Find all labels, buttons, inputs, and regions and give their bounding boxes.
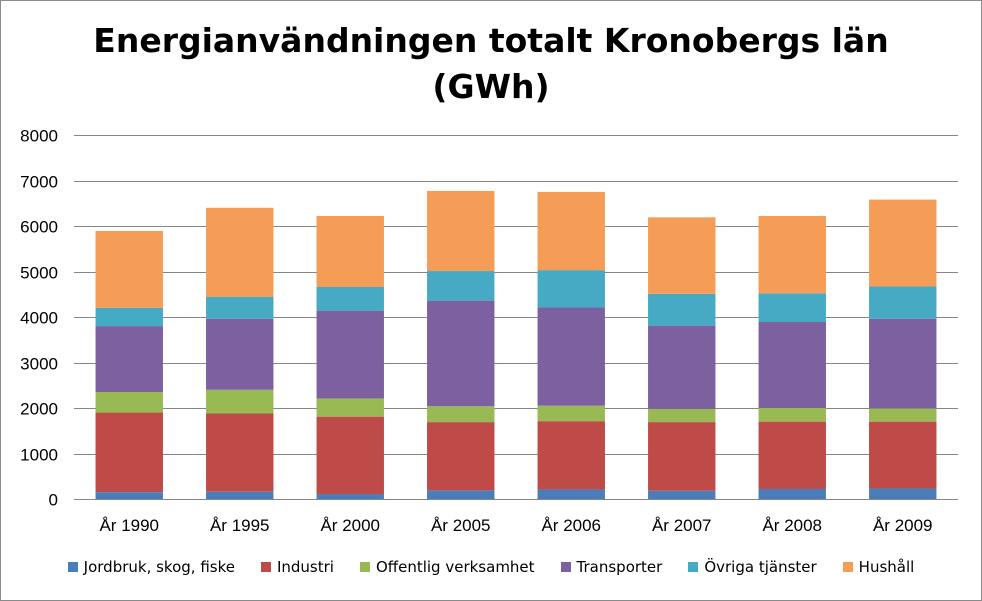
bar-segment (869, 488, 937, 499)
chart-title-line-1: Energianvändningen totalt Kronobergs län (93, 21, 889, 60)
bar-segment (427, 300, 495, 407)
bar-segment (95, 231, 163, 308)
y-tick-label: 6000 (20, 218, 58, 237)
bar-stack (206, 207, 274, 499)
legend-swatch (688, 562, 699, 572)
bar-segment (206, 207, 274, 297)
legend-label: Transporter (576, 558, 663, 576)
bar-segment (537, 421, 605, 490)
bar-segment (206, 413, 274, 492)
legend-item: Hushåll (842, 558, 915, 576)
x-axis: År 1990 År 1995 År 2000 År 2005 År 2006 År 20… (74, 499, 958, 535)
bar-segment (316, 493, 384, 499)
bar-segment (758, 421, 826, 489)
y-tick-label: 8000 (20, 127, 58, 146)
legend-swatch (359, 562, 370, 572)
y-tick-label: 2000 (20, 400, 58, 419)
bar-segment (869, 408, 937, 422)
bar-segment (537, 270, 605, 308)
bar-segment (206, 491, 274, 499)
legend-label: Offentlig verksamhet (375, 558, 535, 576)
legend-label: Övriga tjänster (704, 558, 817, 576)
bar-stack (427, 190, 495, 499)
bar-segment (648, 293, 716, 326)
bar-segment (758, 293, 826, 323)
bar-segment (869, 318, 937, 409)
bar-segment (758, 488, 826, 499)
y-tick-label: 7000 (20, 173, 58, 192)
x-tick-label: År 2007 (652, 516, 712, 535)
bar-segment (758, 408, 826, 422)
legend-swatch (560, 562, 571, 572)
bar-stack (648, 217, 716, 499)
bar-segment (869, 199, 937, 287)
legend-swatch (260, 562, 271, 572)
bar-segment (427, 422, 495, 491)
bar-segment (758, 322, 826, 408)
legend-item: Offentlig verksamhet (359, 558, 535, 576)
bar-segment (316, 398, 384, 417)
x-tick-label: År 2005 (431, 516, 491, 535)
x-tick-label: År 2000 (320, 516, 380, 535)
x-tick-label: År 2008 (762, 516, 822, 535)
legend-swatch (67, 562, 78, 572)
bar-segment (206, 389, 274, 414)
bar-segment (648, 217, 716, 294)
bar-segment (869, 421, 937, 489)
bar-segment (316, 310, 384, 399)
y-tick-label: 0 (49, 491, 58, 510)
bar-segment (648, 422, 716, 491)
bar-segment (95, 392, 163, 413)
legend-label: Jordbruk, skog, fiske (83, 558, 235, 576)
bar-segment (537, 191, 605, 271)
bar-segment (316, 286, 384, 311)
bar-segment (206, 296, 274, 319)
bar-segment (537, 489, 605, 499)
bar-segment (758, 215, 826, 294)
legend-label: Hushåll (858, 558, 915, 576)
legend-item: Övriga tjänster (688, 558, 817, 576)
bar-segment (648, 408, 716, 423)
y-axis: 0 1000 2000 3000 4000 5000 6000 7000 8000 (20, 127, 58, 510)
legend-item: Industri (260, 558, 334, 576)
x-tick-label: År 2006 (541, 516, 601, 535)
y-tick-label: 5000 (20, 264, 58, 283)
bar-segment (206, 318, 274, 390)
bar-segment (427, 271, 495, 301)
legend: Jordbruk, skog, fiske Industri Offentlig v… (0, 558, 982, 576)
bar-segment (427, 490, 495, 499)
bar-segment (95, 492, 163, 499)
bar-segment (316, 416, 384, 494)
bar-segment (95, 326, 163, 393)
legend-swatch (842, 562, 853, 572)
bar-stack (316, 215, 384, 499)
bar-segment (427, 190, 495, 272)
legend-item: Transporter (560, 558, 663, 576)
bar-segment (316, 215, 384, 287)
bar-segment (95, 307, 163, 327)
y-tick-label: 1000 (20, 446, 58, 465)
bar-stack (758, 215, 826, 499)
y-tick-label: 4000 (20, 309, 58, 328)
chart-title-line-2: (GWh) (432, 67, 550, 106)
bar-segment (537, 307, 605, 406)
bar-segment (648, 490, 716, 499)
x-tick-label: År 2009 (873, 516, 933, 535)
y-tick-label: 3000 (20, 355, 58, 374)
bar-stack (95, 231, 163, 499)
bar-segment (648, 325, 716, 409)
chart-title: Energianvändningen totalt Kronobergs län… (0, 18, 982, 110)
bar-segment (427, 406, 495, 423)
bars (95, 190, 937, 499)
bar-segment (95, 412, 163, 493)
x-tick-label: År 1995 (210, 516, 270, 535)
bar-stack (537, 191, 605, 499)
legend-label: Industri (276, 558, 334, 576)
bar-segment (869, 286, 937, 319)
bar-segment (537, 405, 605, 422)
legend-item: Jordbruk, skog, fiske (67, 558, 235, 576)
x-tick-label: År 1990 (99, 516, 159, 535)
bar-stack (869, 199, 937, 499)
